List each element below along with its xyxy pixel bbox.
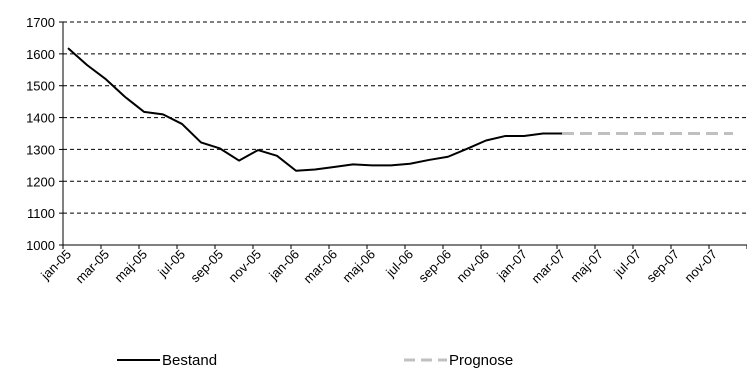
x-tick-label-sep-06: sep-06 (415, 247, 454, 286)
y-tick-label-1400: 1400 (26, 111, 55, 126)
x-tick-label-mar-06: mar-06 (300, 247, 340, 287)
y-tick-label-1500: 1500 (26, 79, 55, 94)
x-tick-label-maj-07: maj-07 (567, 247, 606, 286)
gridlines (59, 21, 747, 246)
legend-label-prognose: Prognose (449, 352, 513, 369)
series-lines (67, 47, 733, 172)
y-tick-label-1700: 1700 (26, 15, 55, 30)
x-tick-label-mar-05: mar-05 (72, 247, 112, 287)
series-line-bestand (67, 47, 562, 172)
x-tick-label-maj-05: maj-05 (111, 247, 150, 286)
axes (62, 22, 747, 249)
x-tick-label-jan-07: jan-07 (493, 247, 530, 284)
y-tick-label-1000: 1000 (26, 238, 55, 253)
y-tick-label-1600: 1600 (26, 47, 55, 62)
x-tick-label-jan-06: jan-06 (265, 247, 302, 284)
legend-label-bestand: Bestand (162, 352, 217, 369)
x-tick-label-sep-05: sep-05 (187, 247, 226, 286)
y-tick-label-1100: 1100 (27, 206, 55, 221)
y-tick-label-1300: 1300 (26, 142, 55, 157)
x-tick-label-sep-07: sep-07 (643, 247, 682, 286)
x-tick-label-jul-06: jul-06 (382, 247, 416, 281)
x-tick-label-nov-05: nov-05 (225, 247, 264, 286)
x-tick-label-mar-07: mar-07 (528, 247, 568, 287)
x-tick-label-maj-06: maj-06 (339, 247, 378, 286)
x-tick-label-nov-06: nov-06 (453, 247, 492, 286)
y-tick-labels: 1000 1100 1200 1300 1400 1500 1600 1700 (26, 15, 55, 253)
x-tick-label-nov-07: nov-07 (681, 247, 720, 286)
x-tick-label-jul-05: jul-05 (154, 247, 188, 281)
y-tick-label-1200: 1200 (26, 174, 55, 189)
legend: Bestand Prognose (117, 352, 513, 369)
x-tick-label-jul-07: jul-07 (610, 247, 644, 281)
